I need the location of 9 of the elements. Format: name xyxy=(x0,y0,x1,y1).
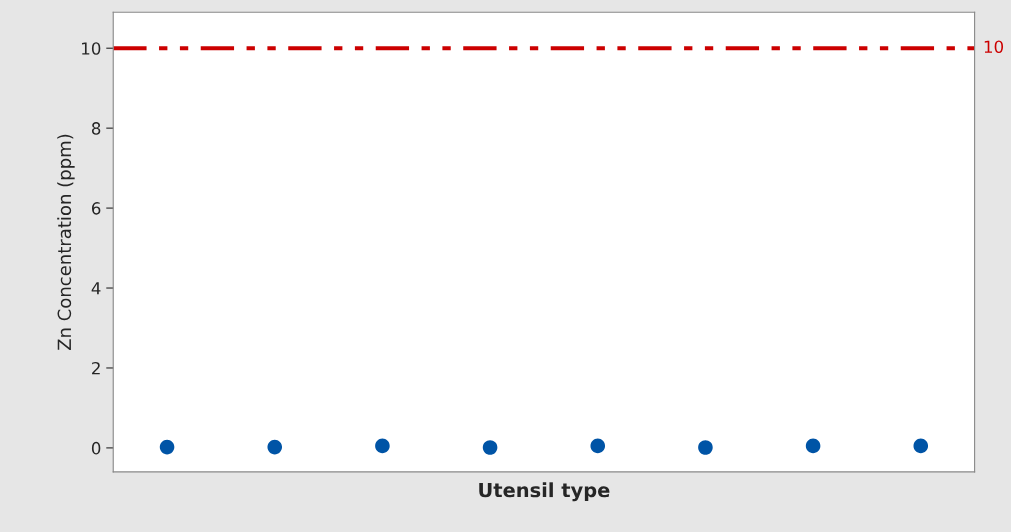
y-tick-label: 0 xyxy=(91,441,101,455)
x-axis-title: Utensil type xyxy=(479,482,610,502)
ref-line-label: 10 xyxy=(984,40,1004,54)
y-tick-label: 2 xyxy=(92,361,100,375)
y-axis-title: Zn Concentration (ppm) xyxy=(57,134,75,351)
y-tick-label: 6 xyxy=(91,202,101,215)
y-tick-label: 4 xyxy=(91,282,101,295)
y-tick-label: 10 xyxy=(82,42,101,55)
y-tick-label: 8 xyxy=(91,122,101,135)
